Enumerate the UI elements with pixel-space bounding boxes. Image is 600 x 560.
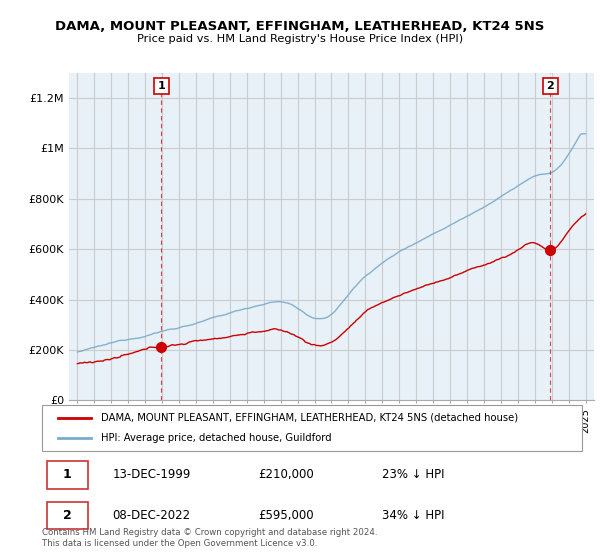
Text: 2: 2	[63, 509, 72, 522]
FancyBboxPatch shape	[47, 461, 88, 489]
Text: 2: 2	[547, 81, 554, 91]
Text: HPI: Average price, detached house, Guildford: HPI: Average price, detached house, Guil…	[101, 433, 332, 443]
Text: £595,000: £595,000	[258, 509, 314, 522]
Text: 13-DEC-1999: 13-DEC-1999	[112, 468, 191, 482]
Text: DAMA, MOUNT PLEASANT, EFFINGHAM, LEATHERHEAD, KT24 5NS: DAMA, MOUNT PLEASANT, EFFINGHAM, LEATHER…	[55, 20, 545, 32]
Text: 1: 1	[158, 81, 166, 91]
FancyBboxPatch shape	[47, 502, 88, 529]
Text: 08-DEC-2022: 08-DEC-2022	[112, 509, 190, 522]
Text: Price paid vs. HM Land Registry's House Price Index (HPI): Price paid vs. HM Land Registry's House …	[137, 34, 463, 44]
Text: DAMA, MOUNT PLEASANT, EFFINGHAM, LEATHERHEAD, KT24 5NS (detached house): DAMA, MOUNT PLEASANT, EFFINGHAM, LEATHER…	[101, 413, 518, 423]
Text: 1: 1	[63, 468, 72, 482]
Text: Contains HM Land Registry data © Crown copyright and database right 2024.
This d: Contains HM Land Registry data © Crown c…	[42, 528, 377, 548]
Text: £210,000: £210,000	[258, 468, 314, 482]
Text: 34% ↓ HPI: 34% ↓ HPI	[382, 509, 445, 522]
Text: 23% ↓ HPI: 23% ↓ HPI	[382, 468, 445, 482]
FancyBboxPatch shape	[42, 405, 582, 451]
